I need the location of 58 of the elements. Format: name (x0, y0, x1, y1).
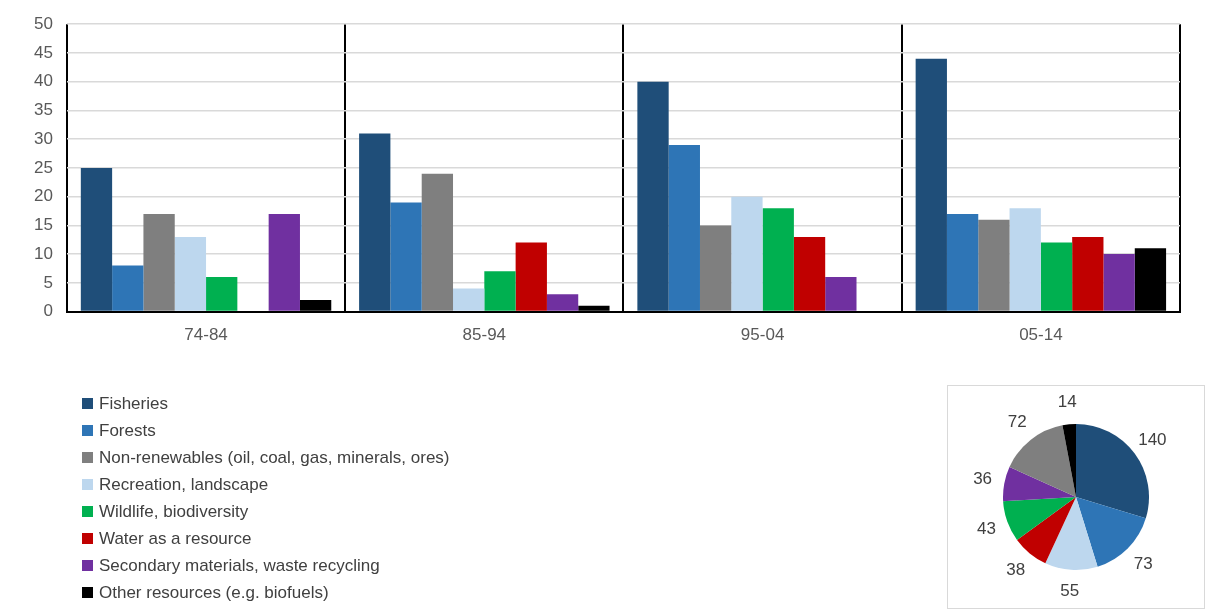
legend-label: Other resources (e.g. biofuels) (99, 582, 329, 603)
bar (825, 277, 857, 311)
x-tick-label: 74-84 (184, 325, 228, 345)
y-tick-label: 5 (43, 272, 53, 292)
bar (793, 236, 826, 311)
y-tick-label: 25 (33, 157, 53, 177)
x-tick-label: 85-94 (462, 325, 507, 345)
legend-label: Forests (99, 420, 156, 441)
bar (112, 265, 144, 311)
bar (978, 219, 1010, 311)
bar (668, 144, 700, 311)
legend-label: Water as a resource (99, 528, 252, 549)
data-label: 72 (1007, 412, 1027, 432)
y-tick-label: 0 (43, 301, 53, 321)
bar (515, 242, 547, 311)
bar (699, 225, 732, 311)
bar (143, 213, 175, 311)
data-label: 140 (1138, 430, 1167, 450)
bar (637, 81, 669, 311)
y-tick-label: 20 (33, 186, 53, 206)
bar (1103, 254, 1135, 311)
data-label: 73 (1133, 553, 1153, 573)
bar (1009, 208, 1041, 311)
bar (268, 213, 300, 311)
bar (946, 213, 979, 311)
bar (390, 202, 422, 311)
bar (762, 208, 794, 311)
y-tick-label: 40 (33, 71, 53, 91)
y-tick-label: 15 (33, 215, 53, 235)
legend-label: Wildlife, biodiversity (99, 501, 249, 522)
bar (80, 167, 113, 311)
bar (484, 271, 516, 311)
y-tick-label: 50 (33, 13, 53, 33)
legend-label: Secondary materials, waste recycling (99, 555, 380, 576)
x-tick-label: 95-04 (740, 325, 785, 345)
bar (174, 236, 207, 311)
bar (453, 288, 485, 311)
y-tick-label: 30 (33, 128, 53, 148)
bar (1040, 242, 1073, 311)
data-label: 38 (1006, 560, 1026, 580)
bar (731, 196, 763, 311)
bar (421, 173, 454, 311)
bar (206, 277, 238, 311)
data-label: 36 (973, 469, 993, 489)
bar (915, 58, 947, 311)
x-tick-label: 05-14 (1019, 325, 1063, 345)
data-label: 43 (977, 518, 997, 538)
y-tick-label: 35 (33, 100, 53, 120)
y-tick-label: 45 (33, 42, 53, 62)
y-tick-label: 10 (33, 243, 53, 263)
data-label: 55 (1060, 581, 1080, 601)
legend-label: Fisheries (99, 393, 168, 414)
legend-label: Non-renewables (oil, coal, gas, minerals, ores) (99, 447, 450, 468)
bar (359, 133, 391, 311)
bar (546, 294, 579, 311)
bar (1072, 236, 1104, 311)
legend-label: Recreation, landscape (99, 474, 269, 495)
data-label: 14 (1057, 392, 1077, 412)
